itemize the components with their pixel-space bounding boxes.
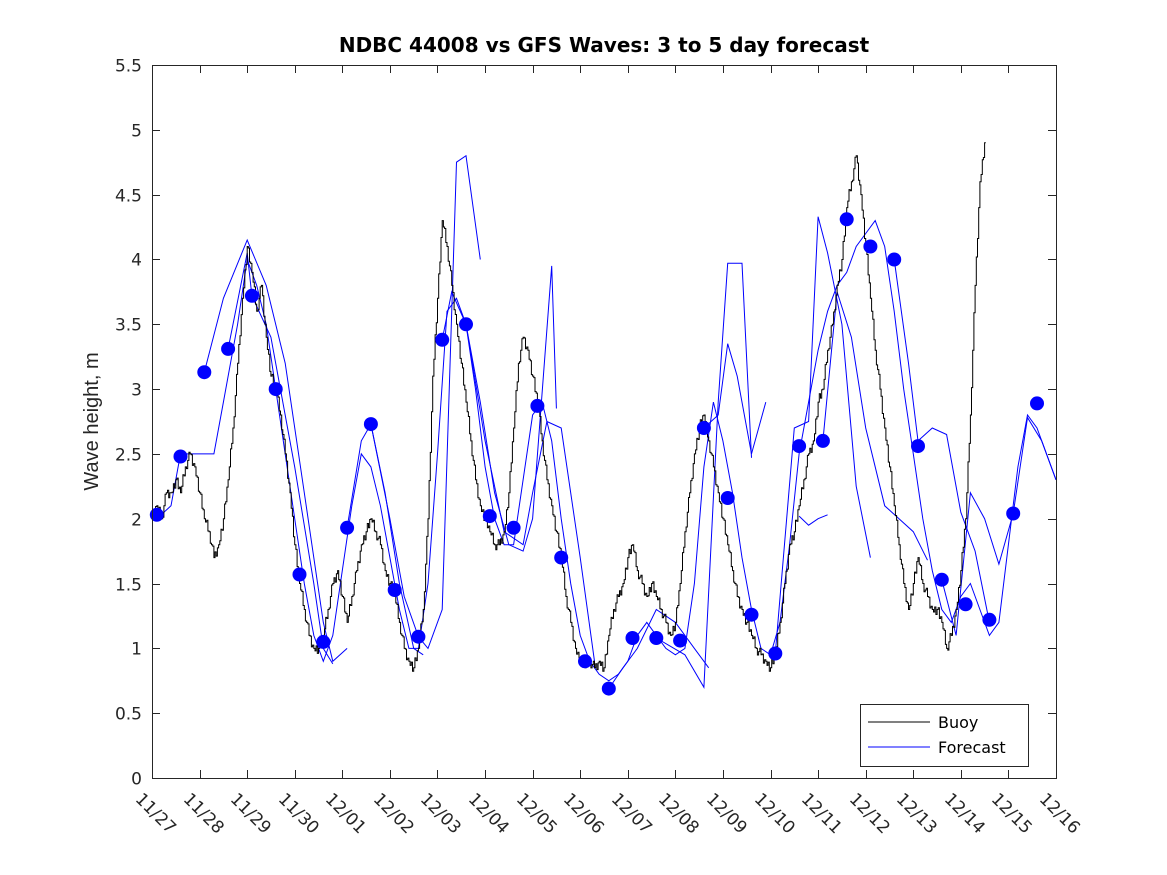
legend-box xyxy=(860,704,1029,767)
buoy-line xyxy=(152,142,986,672)
forecast-marker xyxy=(292,567,307,582)
forecast-run-line xyxy=(703,343,767,455)
forecast-marker xyxy=(506,520,521,535)
forecast-run-line xyxy=(941,416,1056,636)
series-layer xyxy=(152,142,1056,690)
forecast-marker xyxy=(554,550,569,565)
forecast-marker xyxy=(1030,396,1044,411)
forecast-marker xyxy=(839,212,854,227)
forecast-marker xyxy=(673,633,688,648)
forecast-marker xyxy=(482,509,497,524)
y-tick-label: 1.5 xyxy=(115,576,142,596)
forecast-marker xyxy=(792,439,807,454)
forecast-marker xyxy=(411,629,426,644)
y-tick-label: 1 xyxy=(131,640,142,660)
forecast-run-line xyxy=(465,324,595,662)
y-tick-label: 0 xyxy=(131,770,142,790)
forecast-marker xyxy=(887,252,902,267)
forecast-marker xyxy=(268,382,283,397)
y-tick-label: 3.5 xyxy=(115,316,142,336)
forecast-run-line xyxy=(893,259,990,623)
forecast-marker xyxy=(768,646,783,661)
forecast-run-line xyxy=(656,262,752,690)
forecast-run-line xyxy=(203,238,348,663)
forecast-run-line xyxy=(774,216,871,654)
forecast-marker xyxy=(578,654,592,669)
forecast-marker xyxy=(530,398,545,413)
legend: Buoy Forecast xyxy=(860,704,1029,767)
forecast-marker xyxy=(435,332,450,347)
forecast-run-line xyxy=(798,514,828,526)
forecast-marker xyxy=(696,421,711,435)
y-tick-label: 5.5 xyxy=(115,57,142,77)
forecast-marker xyxy=(625,631,640,645)
y-tick-label: 2 xyxy=(131,511,142,531)
forecast-marker xyxy=(197,365,212,380)
forecast-marker xyxy=(982,612,997,627)
marker-layer xyxy=(149,212,1044,696)
forecast-marker xyxy=(720,491,735,505)
forecast-marker xyxy=(1006,506,1021,521)
y-tick-label: 0.5 xyxy=(115,705,142,725)
plot-area xyxy=(152,65,1056,778)
forecast-marker xyxy=(744,607,759,622)
forecast-marker xyxy=(173,449,188,464)
y-axis-label: Wave height, m xyxy=(81,352,103,490)
forecast-marker xyxy=(958,597,973,612)
forecast-marker xyxy=(387,583,402,597)
legend-label-buoy: Buoy xyxy=(938,713,978,732)
y-tick-label: 4.5 xyxy=(115,187,142,207)
forecast-marker xyxy=(601,681,616,696)
forecast-marker xyxy=(149,507,164,522)
y-tick-label: 5 xyxy=(131,122,142,142)
forecast-marker xyxy=(316,634,331,649)
forecast-marker xyxy=(911,439,925,454)
forecast-run-line xyxy=(822,291,928,561)
forecast-marker xyxy=(649,631,664,645)
forecast-marker xyxy=(459,317,473,332)
y-tick-label: 2.5 xyxy=(115,446,142,466)
forecast-marker xyxy=(934,572,949,587)
y-tick-label: 3 xyxy=(131,381,142,401)
forecast-run-line xyxy=(370,154,481,650)
forecast-marker xyxy=(221,341,236,356)
plot-frame xyxy=(152,65,1057,779)
y-tick-label: 4 xyxy=(131,251,142,271)
forecast-marker xyxy=(815,433,830,448)
legend-label-forecast: Forecast xyxy=(938,738,1006,757)
forecast-marker xyxy=(863,239,878,254)
forecast-marker xyxy=(244,288,259,303)
forecast-marker xyxy=(340,520,355,535)
forecast-marker xyxy=(363,417,378,432)
chart-title: NDBC 44008 vs GFS Waves: 3 to 5 day fore… xyxy=(339,33,870,57)
